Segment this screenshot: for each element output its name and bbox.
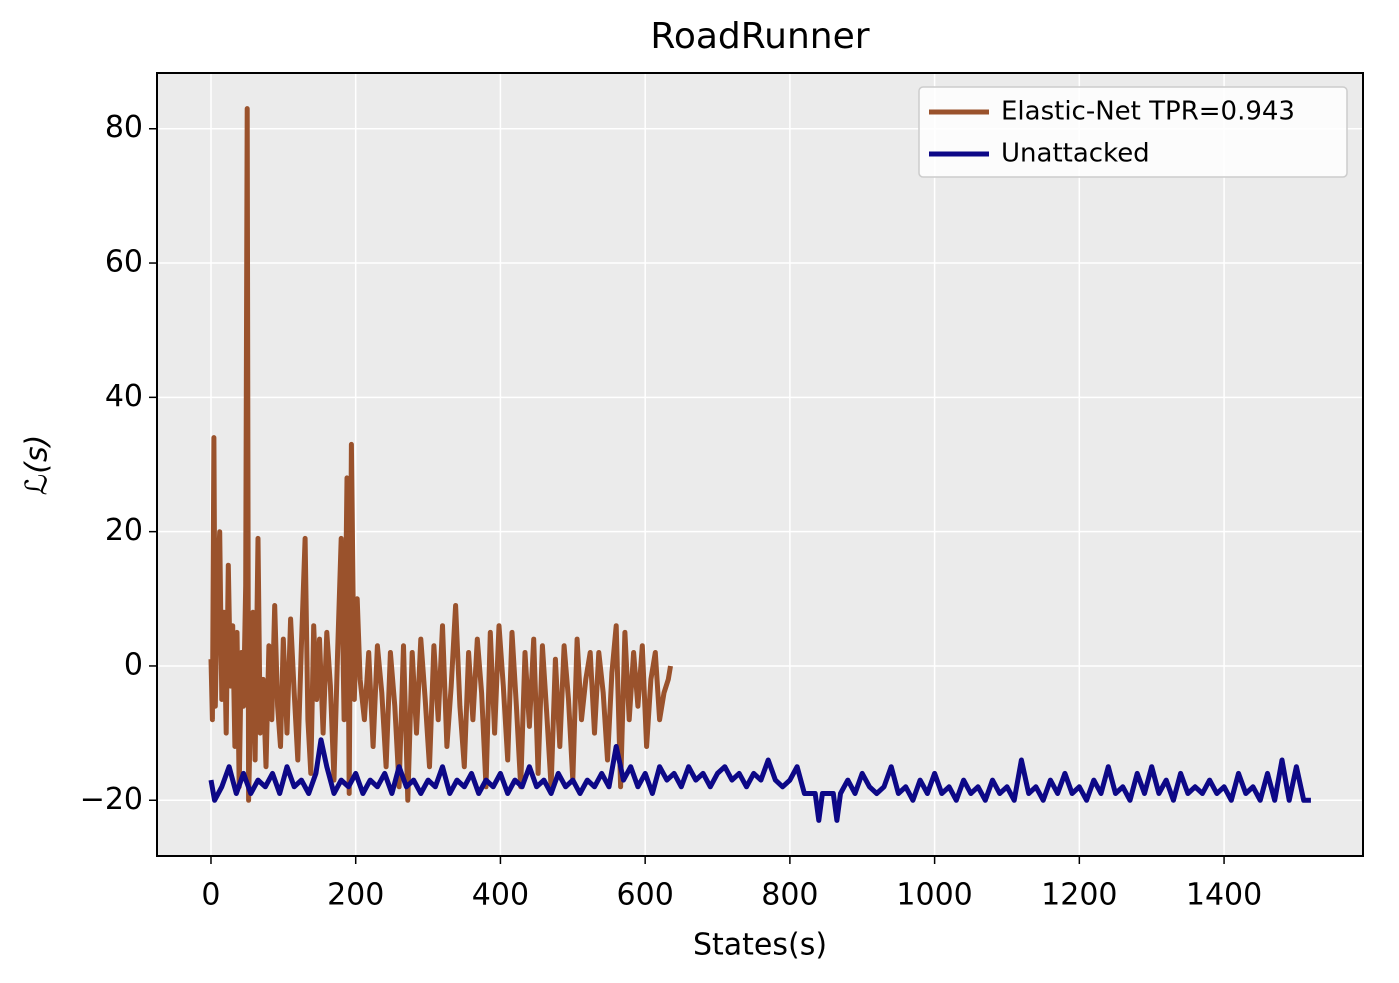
x-tick-label: 1200 — [1041, 878, 1117, 913]
data-line — [208, 106, 673, 803]
x-tick-label: 200 — [327, 878, 384, 913]
x-tick-label: 1400 — [1186, 878, 1262, 913]
legend-label: Elastic-Net TPR=0.943 — [1001, 97, 1295, 127]
x-tick-label: 0 — [201, 878, 220, 913]
y-tick-label: 0 — [124, 647, 143, 682]
y-tick-label: 60 — [105, 245, 143, 280]
x-tick-label: 400 — [472, 878, 529, 913]
data-line — [208, 737, 1311, 823]
x-axis-label: States(s) — [693, 928, 827, 963]
legend-box — [918, 86, 1348, 178]
x-tick-label: 1000 — [896, 878, 972, 913]
x-tick-label: 600 — [617, 878, 674, 913]
x-tick-label: 800 — [761, 878, 818, 913]
y-tick-label: −20 — [80, 782, 143, 817]
y-tick-label: 80 — [105, 110, 143, 145]
legend-label: Unattacked — [1001, 139, 1150, 169]
chart-title: RoadRunner — [650, 16, 869, 57]
plot-frame — [156, 72, 1364, 857]
y-tick-label: 40 — [105, 379, 143, 414]
y-axis-label: ℒ(s) — [20, 435, 55, 496]
y-tick-label: 20 — [105, 513, 143, 548]
plot-background — [157, 73, 1363, 856]
